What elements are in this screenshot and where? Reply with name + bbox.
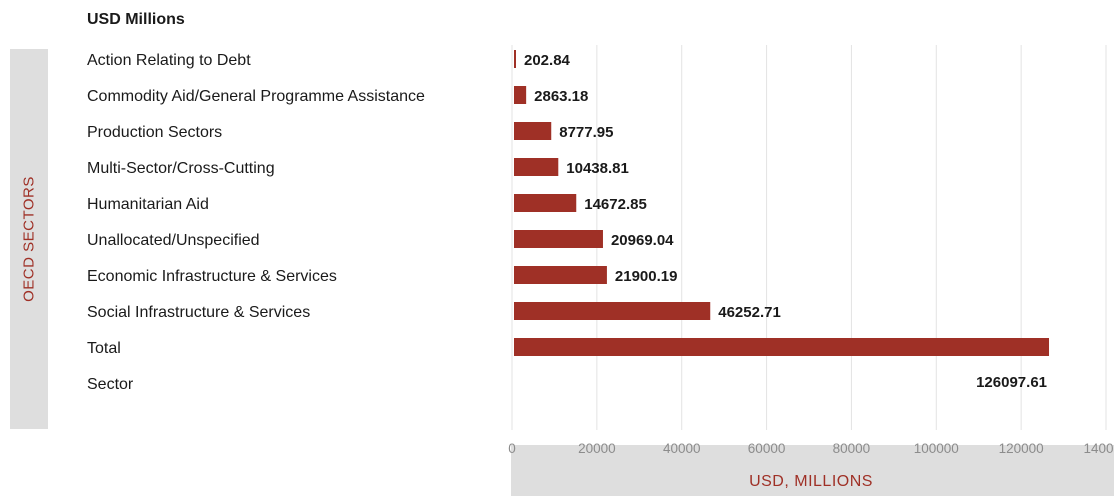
bar [514,230,603,248]
category-label: Total [87,340,121,357]
x-tick-label: 120000 [999,441,1044,456]
bar [514,50,516,68]
chart-title: USD Millions [87,11,185,28]
x-tick-label: 80000 [833,441,871,456]
x-tick-label: 140000 [1083,441,1114,456]
y-axis-band [10,49,48,429]
bar [514,338,1050,356]
x-tick-label: 100000 [914,441,959,456]
data-label: 8777.95 [559,124,613,141]
data-label: 46252.71 [718,304,781,321]
category-label: Commodity Aid/General Programme Assistan… [87,88,425,105]
category-label: Humanitarian Aid [87,196,209,213]
data-label: 10438.81 [566,160,629,177]
bar [514,158,559,176]
data-label: 202.84 [524,52,571,69]
x-axis-band [511,445,1114,496]
data-label: 126097.61 [976,374,1047,391]
x-tick-label: 40000 [663,441,701,456]
x-tick-label: 20000 [578,441,616,456]
category-label: Sector [87,376,134,393]
x-tick-label: 0 [508,441,516,456]
category-label: Action Relating to Debt [87,52,251,69]
bar [514,266,607,284]
bar [514,122,552,140]
data-label: 21900.19 [615,268,678,285]
category-label: Economic Infrastructure & Services [87,268,337,285]
x-tick-label: 60000 [748,441,786,456]
category-label: Social Infrastructure & Services [87,304,310,321]
data-label: 2863.18 [534,88,588,105]
data-label: 20969.04 [611,232,674,249]
category-label: Production Sectors [87,124,222,141]
category-label: Multi-Sector/Cross-Cutting [87,160,275,177]
bar [514,194,577,212]
data-label: 14672.85 [584,196,647,213]
x-axis-title: USD, MILLIONS [749,473,873,490]
bar [514,86,527,104]
bar [514,302,711,320]
category-label: Unallocated/Unspecified [87,232,260,249]
